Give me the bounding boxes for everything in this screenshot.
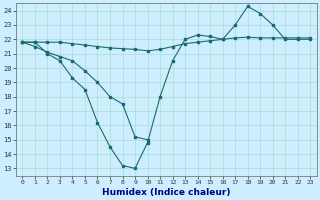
X-axis label: Humidex (Indice chaleur): Humidex (Indice chaleur) bbox=[102, 188, 231, 197]
